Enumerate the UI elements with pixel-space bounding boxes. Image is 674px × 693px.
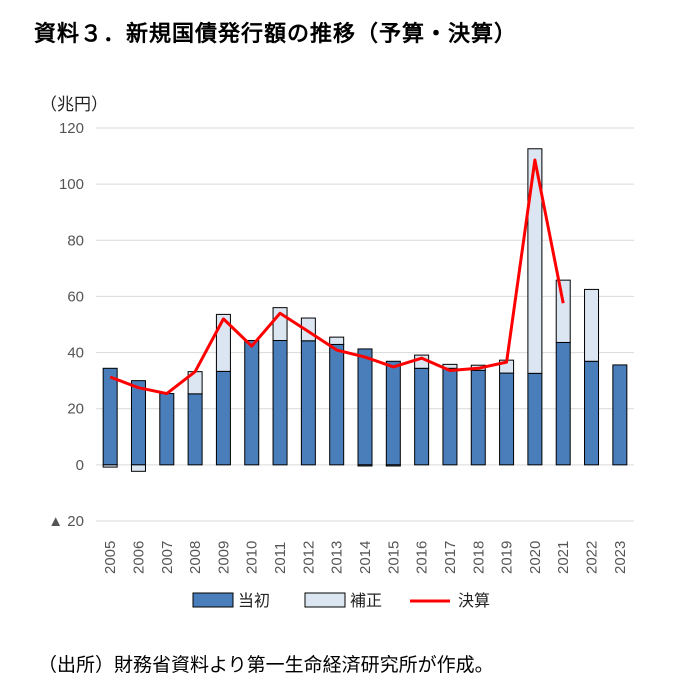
bar-initial [499,372,515,466]
y-tick-label: 80 [67,232,84,249]
bar-initial [442,367,458,466]
y-tick-label: 120 [59,120,84,137]
chart-title: 資料３．新規国債発行額の推移（予算・決算） [34,22,518,47]
x-tick-label: 2023 [612,541,629,574]
y-tick-label: 40 [67,345,84,362]
x-axis-ticks: 2005 2006 2007 2008 2009 2010 2011 2012 2013 2014… [102,541,629,574]
y-tick-label: 20 [67,401,84,418]
source-note: （出所）財務省資料より第一生命経済研究所が作成。 [38,654,494,676]
x-tick-label: 2014 [357,541,374,574]
bar-initial [385,360,401,466]
bar-initial [159,393,175,466]
bar-initial [612,364,628,466]
bar-initial [187,393,203,466]
bar-initial [527,372,543,466]
x-tick-label: 2016 [414,541,431,574]
bar-initial [215,370,231,466]
x-tick-label: 2005 [102,541,119,574]
x-tick-label: 2022 [584,541,601,574]
bar-initial [300,340,316,466]
bar-supplementary [385,464,401,467]
bar-supplementary [555,279,571,343]
x-tick-label: 2020 [527,541,544,574]
bar-supplementary [130,464,146,472]
bar-initial [272,340,288,466]
bar-supplementary [584,288,600,362]
x-tick-label: 2017 [442,541,459,574]
bar-initial [470,369,486,466]
x-tick-label: 2019 [499,541,516,574]
bars [102,148,628,472]
y-tick-label: 60 [67,288,84,305]
legend-label-initial: 当初 [238,591,270,610]
y-axis-unit-label: （兆円） [40,95,108,115]
y-tick-label: ▲ 20 [48,513,84,530]
bar-initial [102,367,118,466]
x-tick-label: 2015 [385,541,402,574]
bar-initial [130,380,146,466]
x-tick-label: 2011 [272,542,289,574]
legend-label-settlement: 決算 [458,591,490,610]
legend-swatch-supplementary [304,592,346,608]
bar-initial [244,340,260,466]
settlement-line [109,158,565,396]
bar-initial [414,367,430,466]
y-axis-ticks: ▲ 20 0 20 40 60 80 100 120 [48,120,84,530]
bar-initial [555,341,571,466]
bar-supplementary [215,313,231,372]
legend: 当初 補正 決算 [192,591,490,610]
bar-supplementary [329,336,345,345]
bar-initial [584,360,600,466]
bar-supplementary [527,148,543,374]
x-tick-label: 2007 [159,541,176,574]
x-tick-label: 2009 [215,541,232,574]
x-tick-label: 2013 [329,541,346,574]
y-tick-label: 100 [59,176,84,193]
bar-initial [329,343,345,466]
bar-supplementary [102,464,118,468]
x-tick-label: 2010 [244,541,261,574]
x-tick-label: 2018 [470,541,487,574]
x-tick-label: 2006 [130,541,147,574]
y-tick-label: 0 [76,457,84,474]
x-tick-label: 2008 [187,541,204,574]
legend-label-supplementary: 補正 [350,591,382,610]
bar-supplementary [357,464,373,467]
bar-initial [357,348,373,466]
x-tick-label: 2021 [555,541,572,574]
x-tick-label: 2012 [300,541,317,574]
legend-swatch-initial [192,592,234,608]
